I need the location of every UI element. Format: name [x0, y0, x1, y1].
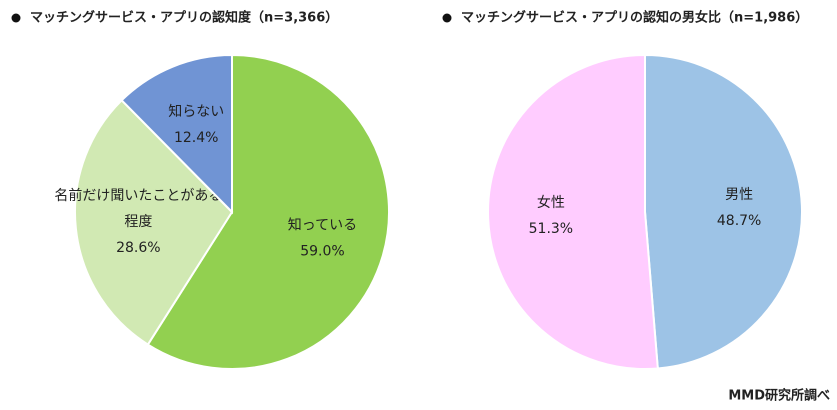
slice-label: 知っている: [288, 216, 357, 233]
title-bullet: [442, 13, 452, 23]
slice-label: 知らない: [168, 103, 224, 120]
pie-slice: [120, 53, 233, 215]
value-label: 48.7%: [717, 213, 761, 229]
slice-label: 女性: [537, 194, 565, 211]
slice-label-line: 程度: [124, 214, 152, 230]
chart-title: マッチングサービス・アプリの認知の男女比（n=1,986）: [461, 10, 808, 26]
pie-slice: [74, 98, 234, 346]
value-label: 12.4%: [174, 130, 218, 146]
value-label: 51.3%: [529, 221, 573, 237]
pie-slice: [146, 53, 390, 370]
value-label: 59.0%: [300, 243, 344, 259]
title-bullet: [11, 13, 21, 23]
chart-title: マッチングサービス・アプリの認知度（n=3,366）: [30, 10, 338, 26]
slice-label: 名前だけ聞いたことがある程度: [54, 187, 222, 230]
source-note: MMD研究所調べ: [728, 388, 830, 404]
pie-slice: [644, 53, 804, 370]
slice-label: 男性: [725, 187, 753, 203]
pie-slice: [487, 53, 659, 370]
slice-label-line: 名前だけ聞いたことがある: [54, 187, 222, 204]
value-label: 28.6%: [116, 240, 160, 256]
